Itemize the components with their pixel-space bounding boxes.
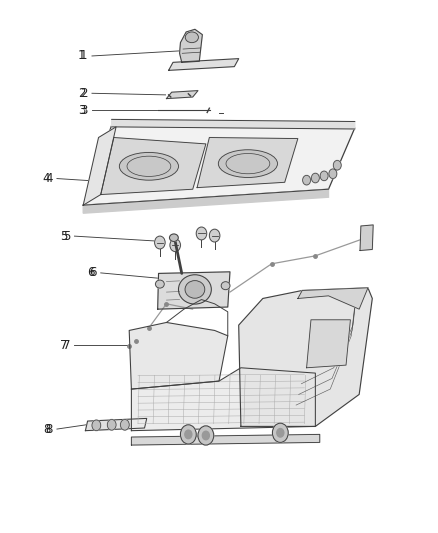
Polygon shape [83,189,328,213]
Circle shape [311,173,319,183]
Text: 6: 6 [89,266,96,279]
Text: 4: 4 [45,172,53,185]
Circle shape [198,426,214,445]
Polygon shape [129,322,228,389]
Polygon shape [360,225,373,251]
Ellipse shape [185,280,205,298]
Circle shape [155,236,165,249]
Polygon shape [131,434,320,445]
Polygon shape [307,320,350,368]
Circle shape [180,425,196,444]
Polygon shape [166,91,198,99]
Circle shape [120,419,129,430]
Polygon shape [298,288,368,309]
Circle shape [277,429,284,437]
Ellipse shape [178,274,211,304]
Circle shape [320,171,328,181]
Ellipse shape [185,32,198,43]
Text: 2: 2 [80,87,88,100]
Text: 3: 3 [80,104,88,117]
Text: 6: 6 [87,266,94,279]
Polygon shape [131,368,315,431]
Polygon shape [197,138,298,188]
Text: 5: 5 [63,230,70,243]
Text: 4: 4 [43,172,50,185]
Text: 7: 7 [63,339,70,352]
Circle shape [170,239,180,252]
Polygon shape [83,127,116,205]
Text: 8: 8 [43,423,50,435]
Polygon shape [169,59,239,70]
Polygon shape [158,272,230,309]
Circle shape [303,175,311,185]
Text: 5: 5 [60,230,68,243]
Polygon shape [101,138,206,195]
Text: 2: 2 [78,87,85,100]
Ellipse shape [170,234,178,241]
Polygon shape [83,125,355,205]
Circle shape [272,423,288,442]
Circle shape [107,419,116,430]
Ellipse shape [218,150,278,177]
Circle shape [202,431,209,440]
Circle shape [196,227,207,240]
Circle shape [92,420,101,431]
Polygon shape [239,288,372,426]
Text: 7: 7 [60,339,68,352]
Text: 1: 1 [80,50,88,62]
Circle shape [185,430,192,439]
Text: 8: 8 [45,423,53,435]
Polygon shape [180,29,202,62]
Circle shape [333,160,341,170]
Ellipse shape [221,281,230,290]
Ellipse shape [119,152,179,180]
Text: 3: 3 [78,104,85,117]
Circle shape [209,229,220,242]
Polygon shape [85,418,147,431]
Polygon shape [112,119,355,129]
Circle shape [329,169,337,179]
Text: 1: 1 [78,50,85,62]
Ellipse shape [155,280,164,288]
